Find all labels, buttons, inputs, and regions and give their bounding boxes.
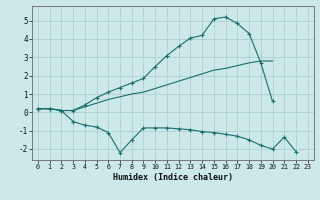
X-axis label: Humidex (Indice chaleur): Humidex (Indice chaleur) <box>113 173 233 182</box>
